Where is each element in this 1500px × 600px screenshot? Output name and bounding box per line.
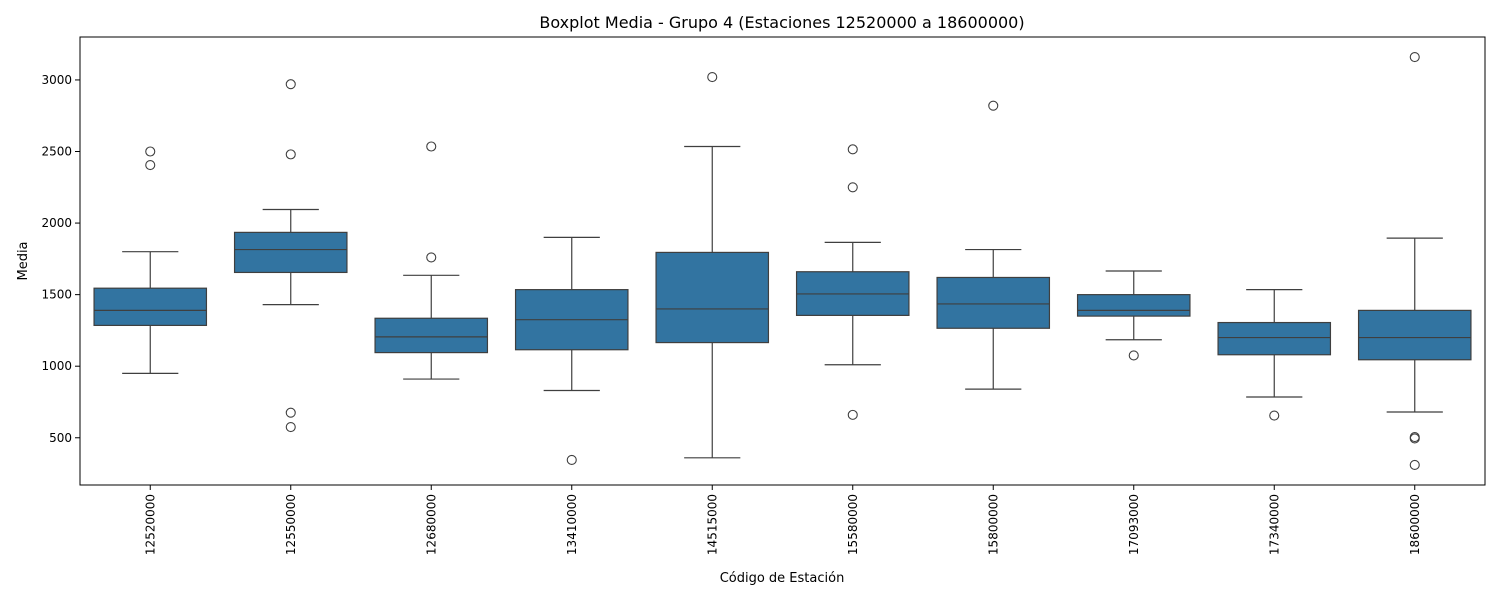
outlier-point (847, 182, 858, 193)
box-14515000 (655, 251, 770, 344)
outlier-point (145, 160, 156, 171)
outlier-point (426, 252, 437, 263)
box-15800000 (936, 276, 1051, 329)
x-tick-label: 12550000 (284, 494, 298, 555)
x-tick-label: 18600000 (1408, 494, 1422, 555)
outlier-point (426, 141, 437, 152)
x-tick-label: 14515000 (705, 494, 719, 555)
outlier-point (566, 454, 577, 466)
x-tick-label: 12520000 (143, 494, 157, 555)
x-tick-label: 17340000 (1267, 494, 1281, 555)
y-tick-label: 1000 (41, 359, 72, 373)
y-tick-label: 500 (49, 431, 72, 445)
box-17093000 (1076, 294, 1191, 317)
x-axis-label: Código de Estación (720, 571, 845, 586)
outlier-point (1128, 350, 1139, 361)
chart-title: Boxplot Media - Grupo 4 (Estaciones 1252… (539, 13, 1024, 32)
outlier-point (285, 79, 296, 90)
x-tick-label: 12680000 (424, 494, 438, 555)
box-12680000 (374, 317, 489, 354)
y-tick-label: 3000 (41, 73, 72, 87)
y-tick-label: 2500 (41, 145, 72, 159)
outlier-point (145, 146, 156, 157)
box-12550000 (233, 231, 348, 274)
y-tick-label: 1500 (41, 288, 72, 302)
x-tick-label: 13410000 (565, 494, 579, 555)
outlier-point (1409, 432, 1420, 443)
outlier-point (1409, 459, 1420, 471)
y-axis-label: Media (16, 241, 31, 280)
plot-area: 500 1000 1500 2000 2500 3000 12520000 12550000 1… (41, 51, 1472, 555)
outlier-point (847, 144, 858, 155)
y-tick-label: 2000 (41, 216, 72, 230)
box-12520000 (93, 287, 208, 327)
outlier-point (847, 409, 858, 420)
outlier-point (285, 149, 296, 160)
box-18600000 (1357, 309, 1472, 361)
outlier-point (1409, 51, 1420, 63)
x-tick-label: 17093000 (1127, 494, 1141, 555)
plot-frame (79, 36, 1486, 486)
x-tick-label: 15800000 (986, 494, 1000, 555)
x-tick-label: 15580000 (846, 494, 860, 555)
outlier-point (988, 100, 999, 111)
box-17340000 (1217, 321, 1332, 356)
outlier-point (1269, 410, 1280, 421)
outlier-point (707, 72, 718, 83)
outlier-point (285, 407, 296, 418)
outlier-point (285, 421, 296, 433)
